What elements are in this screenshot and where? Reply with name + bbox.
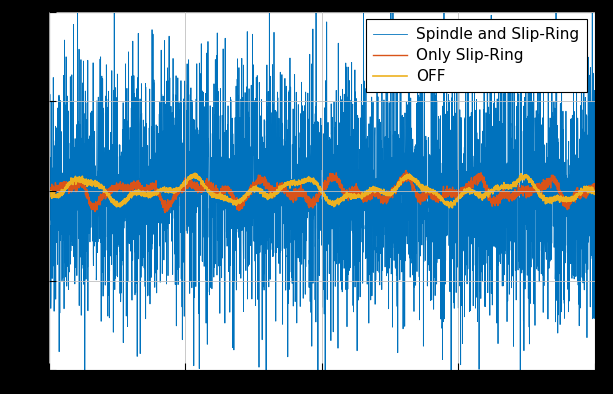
OFF — [275, 187, 282, 191]
OFF — [45, 188, 53, 193]
Only Slip-Ring — [275, 187, 282, 191]
OFF — [191, 171, 199, 176]
Line: Spindle and Slip-Ring: Spindle and Slip-Ring — [49, 0, 595, 390]
Spindle and Slip-Ring — [574, 282, 582, 287]
Only Slip-Ring — [591, 182, 598, 186]
Only Slip-Ring — [547, 179, 555, 184]
OFF — [449, 206, 456, 210]
Only Slip-Ring — [45, 188, 53, 193]
Spindle and Slip-Ring — [442, 258, 449, 263]
Only Slip-Ring — [279, 184, 286, 189]
Spindle and Slip-Ring — [45, 158, 53, 163]
Spindle and Slip-Ring — [547, 194, 555, 199]
Only Slip-Ring — [574, 193, 582, 198]
OFF — [547, 197, 555, 202]
OFF — [305, 179, 312, 184]
Line: Only Slip-Ring: Only Slip-Ring — [49, 171, 595, 213]
Only Slip-Ring — [305, 204, 312, 208]
Spindle and Slip-Ring — [81, 387, 88, 392]
Only Slip-Ring — [402, 168, 409, 173]
Legend: Spindle and Slip-Ring, Only Slip-Ring, OFF: Spindle and Slip-Ring, Only Slip-Ring, O… — [366, 19, 587, 92]
OFF — [442, 201, 449, 205]
Line: OFF: OFF — [49, 173, 595, 208]
Spindle and Slip-Ring — [279, 137, 286, 141]
OFF — [279, 185, 286, 190]
Spindle and Slip-Ring — [591, 167, 598, 171]
OFF — [591, 190, 598, 195]
OFF — [574, 193, 582, 197]
Spindle and Slip-Ring — [275, 190, 282, 195]
Only Slip-Ring — [442, 191, 449, 196]
Spindle and Slip-Ring — [305, 209, 312, 214]
Only Slip-Ring — [161, 210, 169, 215]
